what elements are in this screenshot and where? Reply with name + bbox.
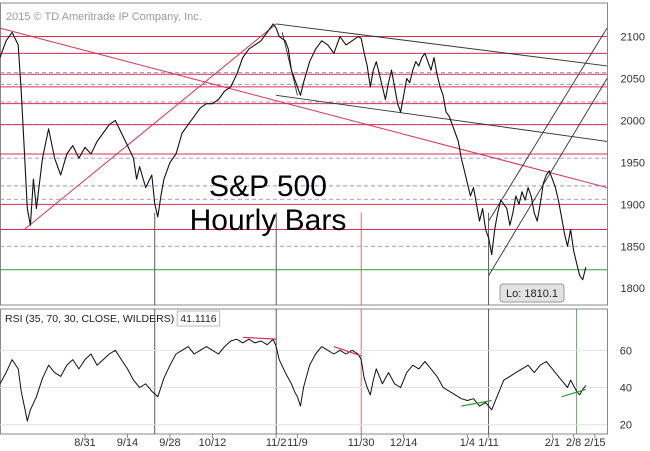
x-tick-label: 2/8 [566, 437, 581, 449]
black-trendline [276, 94, 608, 142]
low-price-badge-box [499, 283, 565, 303]
rsi-last-value: 41.1116 [180, 313, 217, 325]
price-y-tick-label: 1900 [621, 199, 645, 211]
rsi-divergence-red [333, 346, 362, 357]
price-y-tick-label: 2050 [621, 74, 645, 86]
rsi-title: RSI (35, 70, 30, CLOSE, WILDERS) [5, 313, 174, 325]
x-tick-label: 11/30 [348, 437, 375, 449]
price-y-tick-label: 1950 [621, 157, 645, 169]
x-tick-label: 2/15 [584, 437, 605, 449]
red-trendline [0, 27, 608, 189]
rsi-y-tick-label: 60 [620, 345, 632, 357]
price-y-tick-label: 1850 [621, 241, 645, 253]
low-price-badge: Lo: 1810.1 [499, 283, 565, 303]
price-series-line [0, 23, 587, 281]
black-trendline [276, 23, 608, 67]
rsi-divergence-green [561, 388, 586, 398]
price-y-tick-label: 2000 [621, 115, 645, 127]
rsi-panel-frame [0, 308, 608, 435]
rsi-panel: 20 40 60 [0, 308, 632, 435]
price-y-tick-label: 1800 [621, 283, 645, 295]
chart-subtitle: Hourly Bars [190, 204, 347, 237]
x-tick-label: 9/14 [117, 437, 138, 449]
black-trendline [488, 78, 608, 276]
rsi-series-line [0, 338, 587, 422]
rsi-value-box [176, 310, 221, 327]
price-y-tick-label: 2100 [621, 32, 645, 44]
x-tick-label: 1/11 [478, 437, 499, 449]
rsi-divergence-green [461, 399, 492, 407]
x-tick-label: 11/2 [266, 437, 287, 449]
chart-title: S&P 500 [209, 170, 327, 203]
rsi-header: RSI (35, 70, 30, CLOSE, WILDERS) 41.1116 [5, 310, 221, 327]
rsi-y-tick-label: 20 [620, 420, 632, 432]
price-panel: 1800 1850 1900 1950 2000 2050 2100 [0, 2, 645, 306]
black-trendline [488, 27, 608, 222]
x-tick-label: 10/12 [199, 437, 227, 449]
black-trendline [281, 32, 298, 96]
rsi-divergence-red [242, 336, 277, 340]
x-tick-label: 2/1 [545, 437, 560, 449]
copyright-text: 2015 © TD Ameritrade IP Company, Inc. [6, 11, 202, 23]
x-tick-label: 11/9 [287, 437, 308, 449]
rsi-y-tick-label: 40 [620, 383, 632, 395]
x-tick-label: 1/4 [460, 437, 475, 449]
x-axis: 8/31 9/14 9/28 10/12 11/2 11/9 11/30 12/14 1/4 1/… [74, 434, 606, 449]
low-price-badge-text: Lo: 1810.1 [506, 288, 558, 300]
x-tick-label: 12/14 [390, 437, 418, 449]
red-trendline [23, 23, 277, 230]
x-tick-label: 9/28 [159, 437, 180, 449]
x-tick-label: 8/31 [74, 437, 95, 449]
